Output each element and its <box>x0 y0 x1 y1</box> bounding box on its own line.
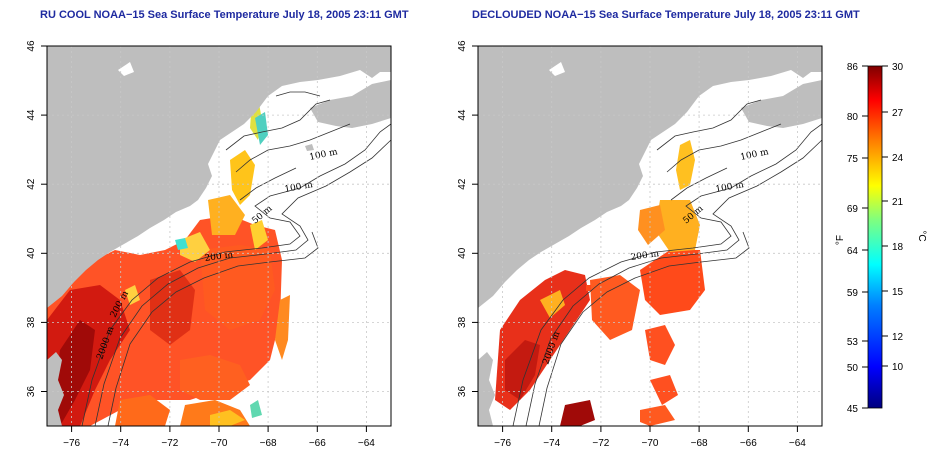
colorbar-f-tick: 64 <box>847 246 859 257</box>
contour-label: 100 m <box>284 180 314 195</box>
x-tick-label: −76 <box>494 438 511 449</box>
y-tick-label: 44 <box>457 109 468 121</box>
colorbar-f-tick: 80 <box>847 112 859 123</box>
x-tick-label: −72 <box>592 438 609 449</box>
x-tick-label: −66 <box>740 438 757 449</box>
x-tick-label: −72 <box>161 438 178 449</box>
y-tick-label: 44 <box>26 109 37 121</box>
left-map-title: RU COOL NOAA−15 Sea Surface Temperature … <box>40 9 409 21</box>
colorbar-ticks <box>862 65 888 409</box>
y-tick-label: 46 <box>26 40 37 52</box>
x-axis-left <box>71 426 367 432</box>
colorbar: 86 80 75 69 64 59 53 50 45 30 27 24 21 1… <box>835 62 927 415</box>
x-tick-label: −68 <box>260 438 277 449</box>
y-tick-label: 36 <box>26 386 37 398</box>
colorbar-c-tick: 27 <box>892 108 904 119</box>
y-tick-label: 36 <box>457 386 468 398</box>
colorbar-gradient <box>867 65 883 409</box>
graticule-right <box>478 46 822 426</box>
graticule-left <box>47 46 391 426</box>
colorbar-f-tick: 69 <box>847 204 859 215</box>
y-tick-label: 38 <box>26 316 37 328</box>
x-tick-label: −74 <box>112 438 129 449</box>
x-tick-label: −66 <box>309 438 326 449</box>
colorbar-f-tick: 75 <box>847 154 859 165</box>
colorbar-c-unit: °C <box>916 230 927 241</box>
colorbar-f-tick: 86 <box>847 62 859 73</box>
sst-data-right <box>478 100 705 426</box>
contour-label: 100 m <box>715 180 745 195</box>
bathymetry-contours-left <box>81 91 391 426</box>
contour-label: 200 m <box>630 249 660 263</box>
left-map-panel: 100 m 100 m 50 m 200 m 200 m 2000 m <box>26 40 392 449</box>
colorbar-c-tick: 21 <box>892 197 904 208</box>
colorbar-f-tick: 59 <box>847 288 859 299</box>
y-tick-label: 40 <box>26 247 37 259</box>
x-tick-label: −68 <box>691 438 708 449</box>
y-tick-label: 38 <box>457 316 468 328</box>
colorbar-c-tick: 10 <box>892 362 904 373</box>
colorbar-c-tick: 15 <box>892 287 904 298</box>
colorbar-c-tick: 12 <box>892 332 904 343</box>
x-tick-label: −70 <box>211 438 228 449</box>
bathymetry-contours-right <box>512 99 822 426</box>
colorbar-f-unit: °F <box>835 235 846 245</box>
colorbar-c-tick: 30 <box>892 62 904 73</box>
y-tick-label: 46 <box>457 40 468 52</box>
colorbar-f-tick: 50 <box>847 363 859 374</box>
x-tick-label: −64 <box>358 438 375 449</box>
colorbar-f-tick: 45 <box>847 404 859 415</box>
x-tick-label: −70 <box>642 438 659 449</box>
colorbar-c-tick: 24 <box>892 153 904 164</box>
x-tick-label: −76 <box>63 438 80 449</box>
land-left <box>47 46 391 426</box>
y-tick-label: 42 <box>457 178 468 190</box>
x-axis-right <box>502 426 798 432</box>
y-tick-label: 42 <box>26 178 37 190</box>
x-tick-label: −74 <box>543 438 560 449</box>
colorbar-c-tick: 18 <box>892 242 904 253</box>
colorbar-f-tick: 53 <box>847 337 859 348</box>
x-tick-label: −64 <box>789 438 806 449</box>
y-axis-right <box>472 45 478 392</box>
right-map-title: DECLOUDED NOAA−15 Sea Surface Temperatur… <box>472 9 860 21</box>
land-right <box>478 46 822 426</box>
y-axis-left <box>41 45 47 392</box>
y-tick-label: 40 <box>457 247 468 259</box>
right-map-panel: 100 m 100 m 50 m 200 m 2000 m <box>457 40 823 449</box>
